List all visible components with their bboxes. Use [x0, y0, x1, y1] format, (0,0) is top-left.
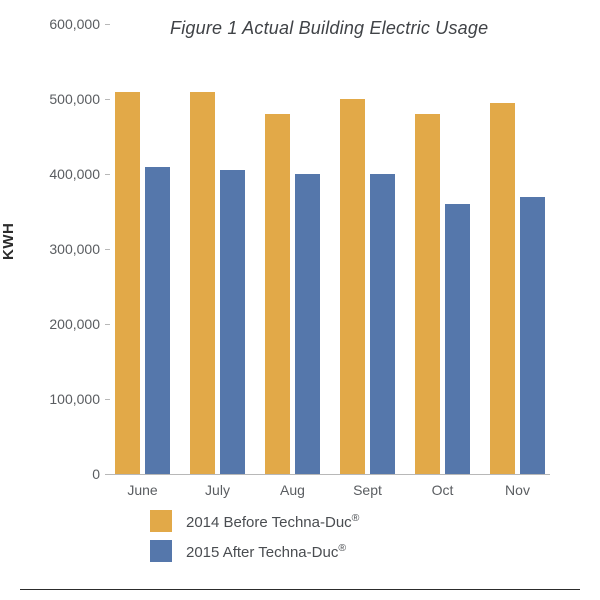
y-tick-mark	[105, 399, 110, 400]
legend-item: 2015 After Techna-Duc®	[150, 540, 359, 562]
bar	[295, 174, 320, 474]
y-tick-label: 0	[40, 466, 100, 482]
bar	[145, 167, 170, 475]
y-tick-mark	[105, 174, 110, 175]
x-tick-label: Sept	[353, 482, 382, 498]
y-tick-label: 600,000	[40, 16, 100, 32]
plot-area: 0100,000200,000300,000400,000500,000600,…	[110, 24, 550, 475]
y-tick-label: 500,000	[40, 91, 100, 107]
y-tick-mark	[105, 474, 110, 475]
x-tick-label: June	[127, 482, 157, 498]
x-tick-label: Oct	[432, 482, 454, 498]
y-axis-label: KWH	[0, 223, 17, 260]
footer-divider	[20, 589, 580, 590]
legend-item: 2014 Before Techna-Duc®	[150, 510, 359, 532]
y-tick-mark	[105, 324, 110, 325]
bar	[220, 170, 245, 474]
legend-swatch	[150, 540, 172, 562]
legend-label: 2015 After Techna-Duc®	[186, 542, 346, 561]
bar	[115, 92, 140, 475]
y-tick-mark	[105, 249, 110, 250]
y-tick-label: 400,000	[40, 166, 100, 182]
bar	[265, 114, 290, 474]
legend-swatch	[150, 510, 172, 532]
x-tick-label: Nov	[505, 482, 530, 498]
y-tick-mark	[105, 24, 110, 25]
legend: 2014 Before Techna-Duc® 2015 After Techna…	[150, 510, 359, 570]
bar	[520, 197, 545, 475]
bar	[445, 204, 470, 474]
bar	[415, 114, 440, 474]
y-tick-label: 300,000	[40, 241, 100, 257]
bar	[490, 103, 515, 474]
y-tick-mark	[105, 99, 110, 100]
bar	[340, 99, 365, 474]
y-tick-label: 100,000	[40, 391, 100, 407]
bar	[190, 92, 215, 475]
bar	[370, 174, 395, 474]
legend-label: 2014 Before Techna-Duc®	[186, 512, 359, 531]
x-tick-label: Aug	[280, 482, 305, 498]
y-tick-label: 200,000	[40, 316, 100, 332]
x-tick-label: July	[205, 482, 230, 498]
